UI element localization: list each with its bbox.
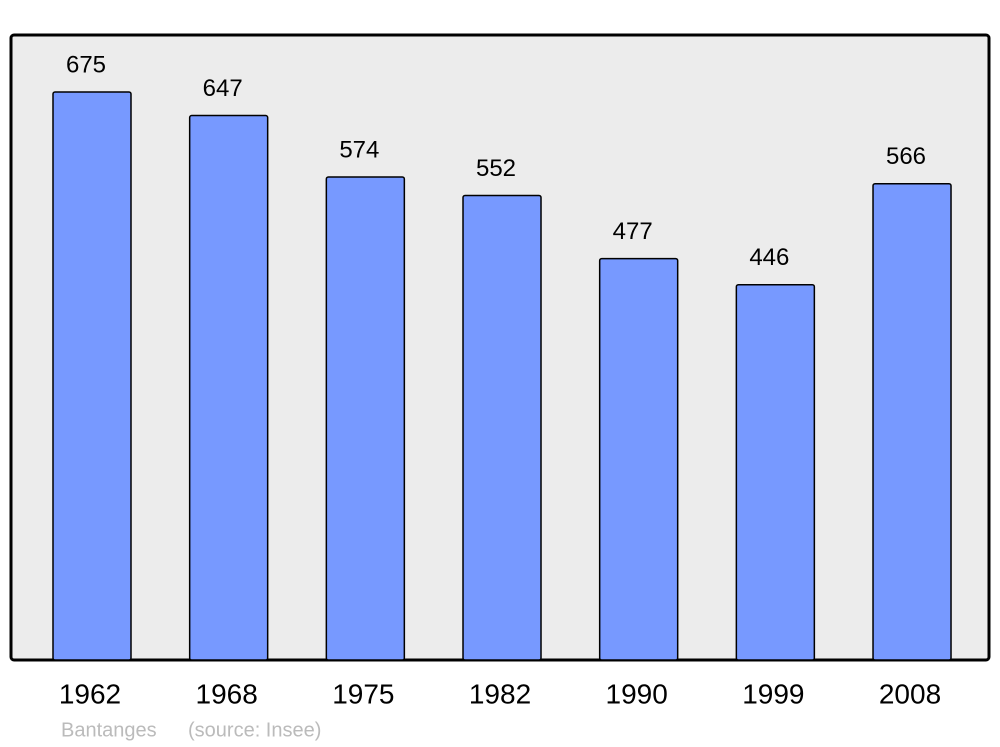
value-label: 566 [886, 143, 926, 170]
value-label: 552 [476, 155, 516, 182]
x-tick-label: 1975 [332, 678, 394, 709]
x-tick-label: 1990 [606, 678, 668, 709]
bar [52, 91, 132, 661]
value-label: 446 [749, 244, 789, 271]
caption: Bantanges [61, 719, 157, 741]
source: (source: Insee) [188, 719, 321, 741]
value-label: 675 [66, 51, 106, 78]
x-tick-label: 1999 [742, 678, 804, 709]
x-tick-label: 1968 [196, 678, 258, 709]
value-label: 574 [339, 136, 379, 163]
bar [598, 257, 679, 661]
bar [462, 194, 542, 661]
bar [188, 114, 269, 661]
bar [735, 283, 816, 661]
x-tick-label: 2008 [879, 678, 941, 709]
value-label: 477 [613, 218, 653, 245]
bar [325, 176, 406, 661]
value-label: 647 [203, 75, 243, 102]
x-tick-label: 1982 [469, 678, 531, 709]
bar [872, 182, 952, 661]
x-tick-label: 1962 [59, 678, 121, 709]
